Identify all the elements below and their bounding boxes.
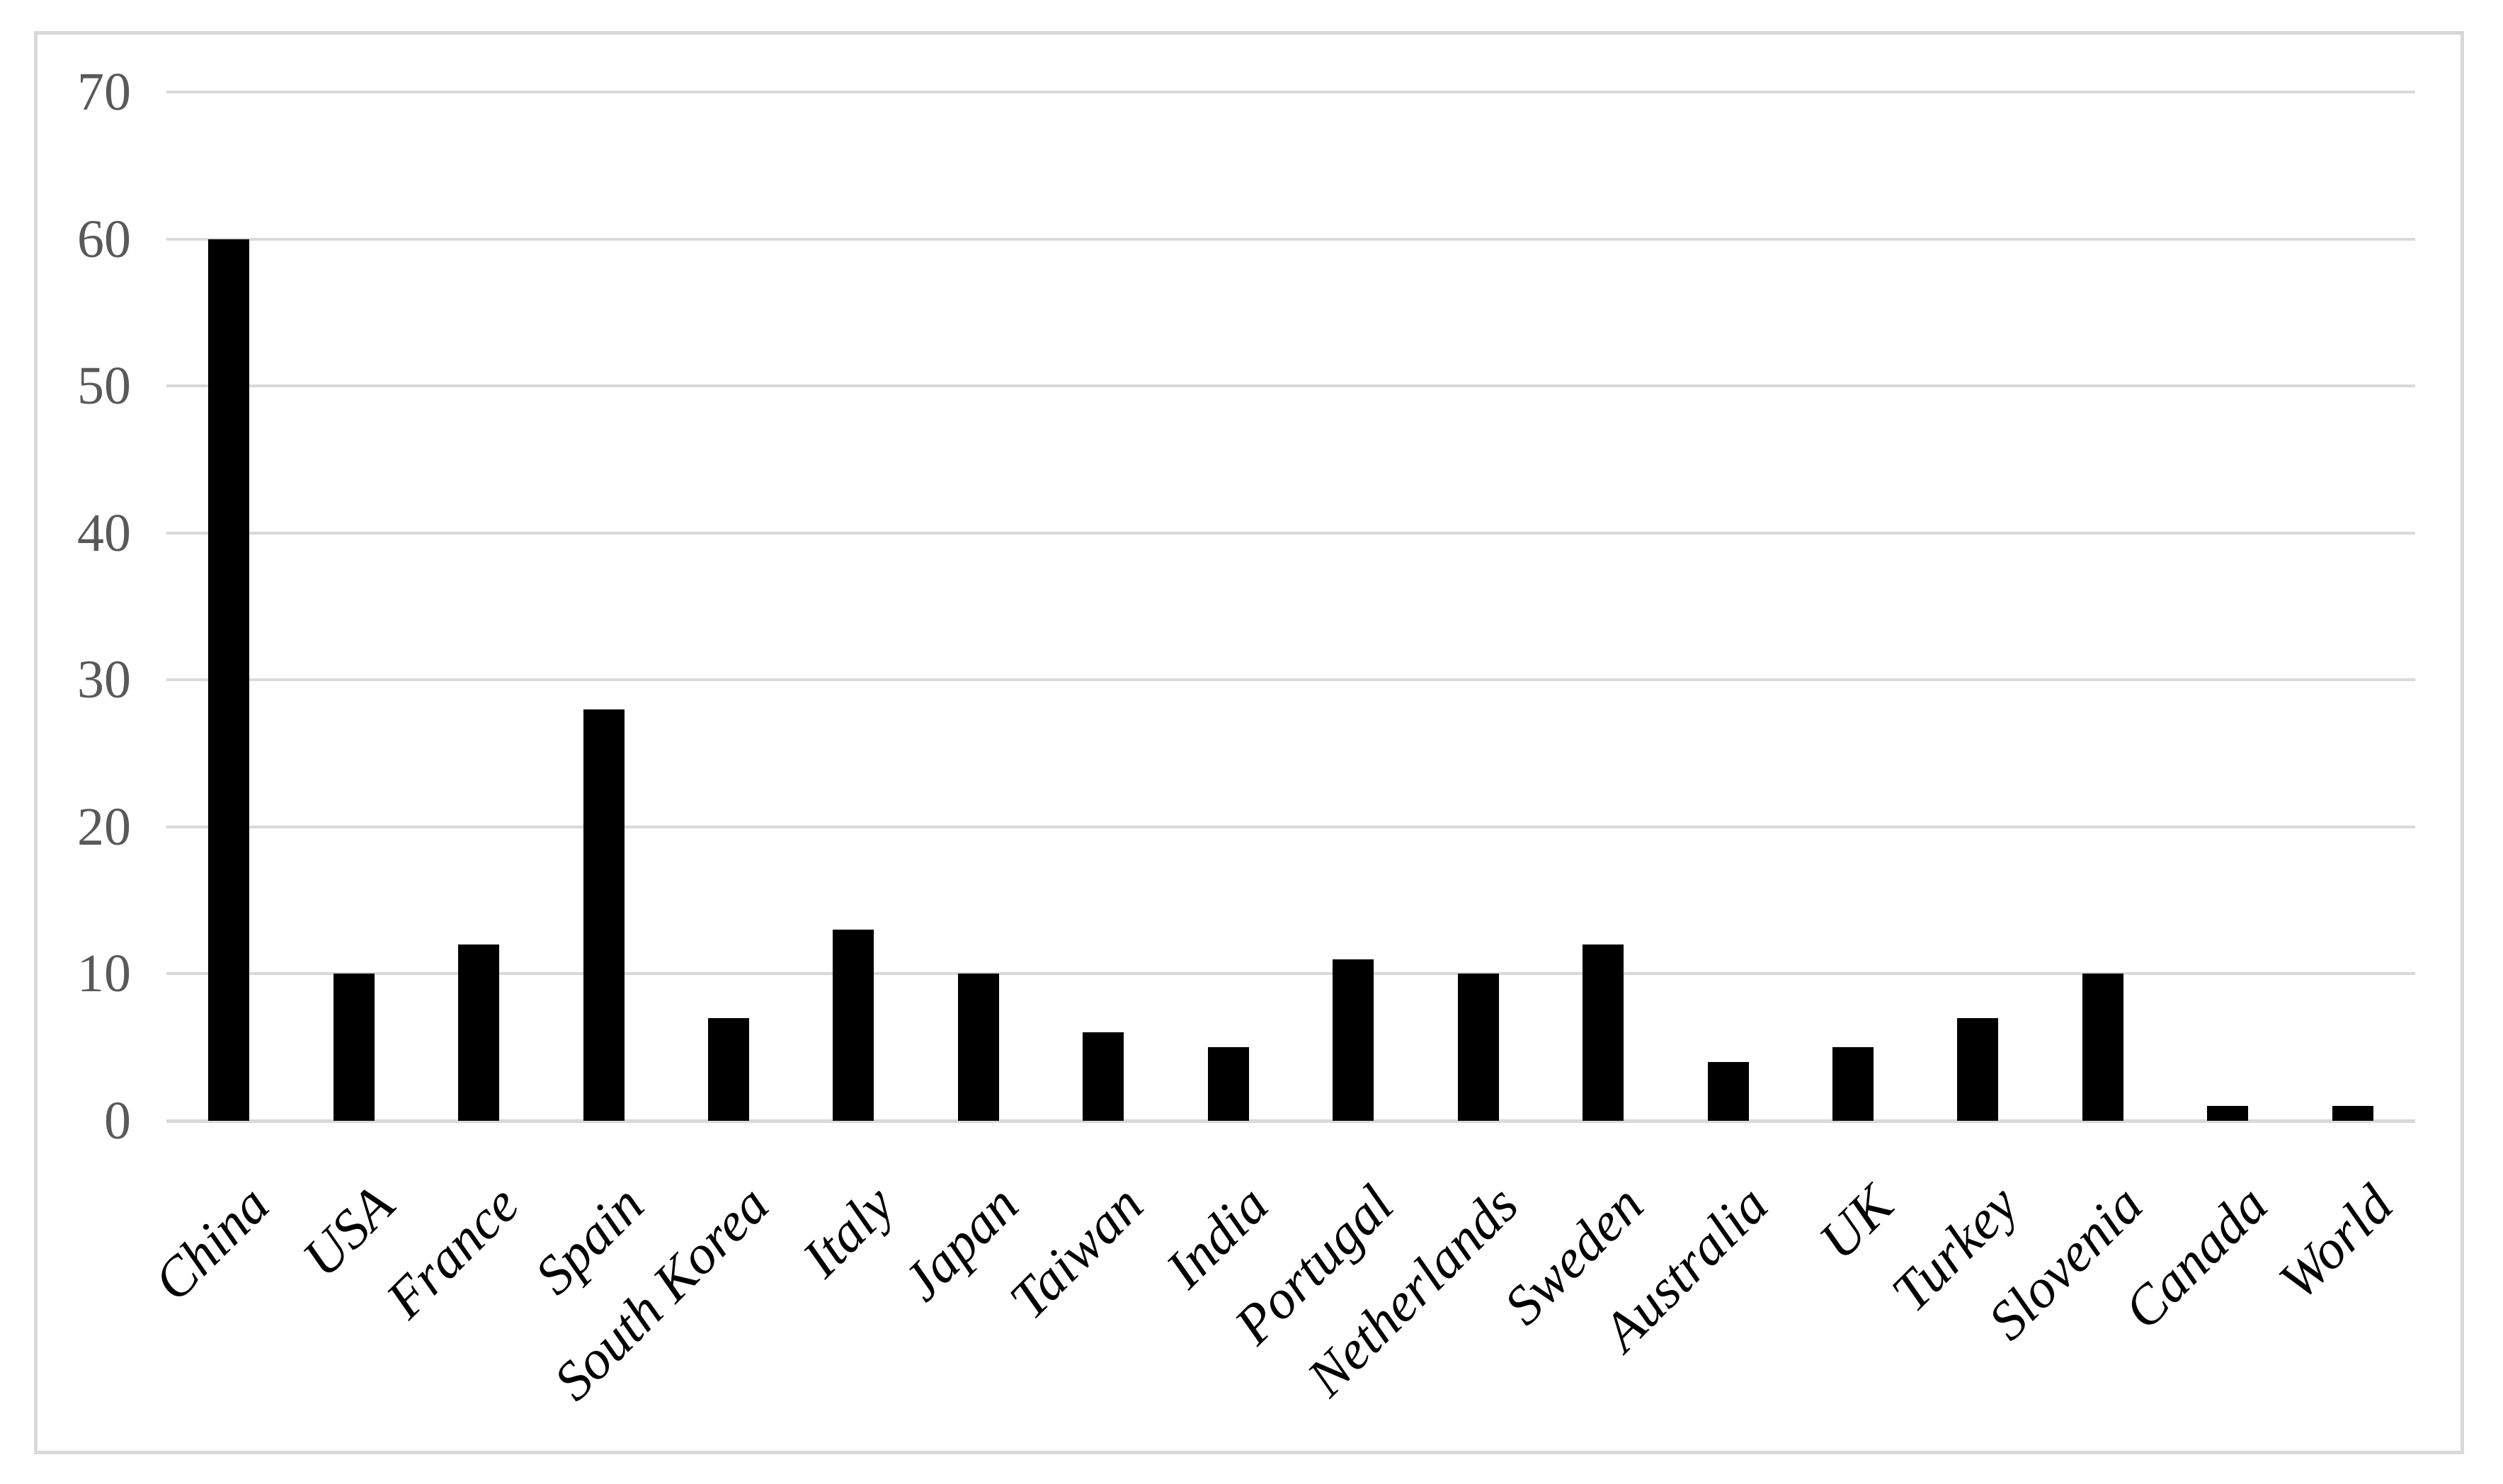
bar-slovenia <box>2082 974 2123 1121</box>
bar-china <box>208 239 250 1121</box>
gridline-y-50 <box>166 384 2415 388</box>
bar-canada <box>2207 1106 2249 1121</box>
bar-taiwan <box>1083 1032 1124 1121</box>
bar-india <box>1207 1047 1249 1121</box>
gridline-y-70 <box>166 91 2415 93</box>
y-tick-label-50: 50 <box>77 356 131 416</box>
x-category-label-uk: UK <box>1806 1173 1905 1272</box>
bar-france <box>458 944 500 1121</box>
bar-spain <box>583 709 625 1121</box>
bar-japan <box>957 974 999 1121</box>
bar-sweden <box>1583 944 1624 1121</box>
y-tick-label-10: 10 <box>77 944 131 1004</box>
x-axis-baseline <box>166 1119 2415 1123</box>
x-category-label-china: China <box>141 1173 280 1313</box>
bar-usa <box>333 974 375 1121</box>
x-category-label-taiwan: Taiwan <box>998 1173 1156 1331</box>
y-tick-label-20: 20 <box>77 797 131 857</box>
gridline-y-40 <box>166 531 2415 535</box>
x-category-label-canada: Canada <box>2111 1173 2280 1341</box>
gridline-y-10 <box>166 972 2415 976</box>
chart-border-frame <box>34 31 2464 1454</box>
bar-south-korea <box>708 1017 749 1121</box>
y-tick-label-70: 70 <box>77 62 131 122</box>
y-tick-label-30: 30 <box>77 650 131 710</box>
bar-turkey <box>1957 1017 1999 1121</box>
bar-australia <box>1707 1061 1749 1121</box>
y-tick-label-0: 0 <box>104 1091 131 1151</box>
plot-area <box>166 91 2415 1123</box>
gridline-y-30 <box>166 678 2415 682</box>
y-tick-label-60: 60 <box>77 209 131 269</box>
gridline-y-20 <box>166 825 2415 828</box>
x-category-label-usa: USA <box>290 1173 406 1289</box>
y-axis: 0 10 20 30 40 50 60 70 <box>0 0 166 1484</box>
x-category-label-france: France <box>374 1173 530 1330</box>
y-tick-label-40: 40 <box>77 503 131 563</box>
bar-world <box>2332 1106 2373 1121</box>
bar-netherlands <box>1457 974 1499 1121</box>
x-category-label-italy: Italy <box>789 1173 906 1289</box>
gridline-y-60 <box>166 237 2415 241</box>
bar-portugal <box>1333 959 1374 1121</box>
bar-uk <box>1832 1047 1874 1121</box>
x-category-label-world: World <box>2267 1173 2405 1311</box>
bar-italy <box>833 930 874 1121</box>
